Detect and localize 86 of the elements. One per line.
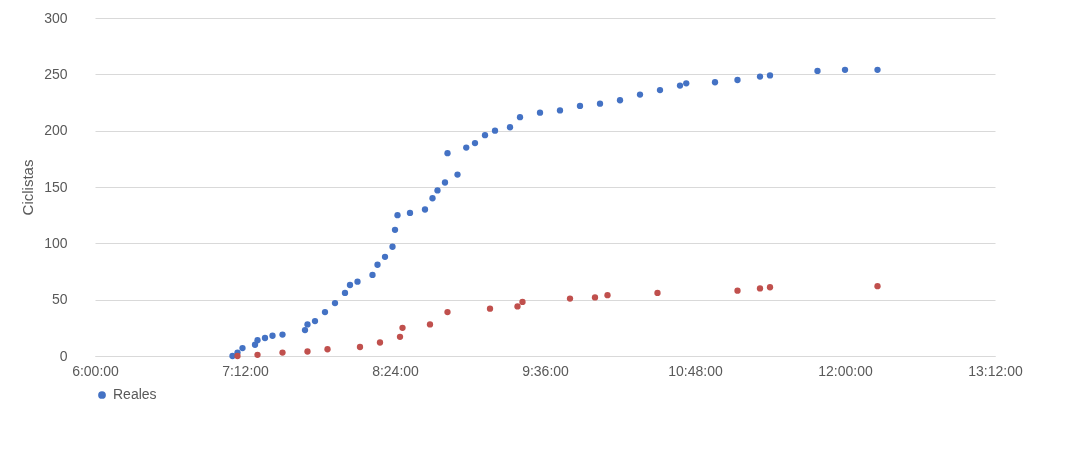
point xyxy=(514,303,521,310)
y-tick-label: 0 xyxy=(59,347,68,364)
point xyxy=(429,195,436,202)
point xyxy=(261,334,269,342)
point xyxy=(676,82,684,89)
point xyxy=(471,139,479,147)
point xyxy=(369,271,376,279)
point xyxy=(734,76,741,84)
x-tick-label: 8:24:00 xyxy=(372,362,420,379)
point xyxy=(814,67,821,75)
point xyxy=(591,294,599,301)
point xyxy=(481,132,489,139)
point xyxy=(381,253,389,261)
point xyxy=(356,343,364,351)
point xyxy=(354,278,361,285)
point xyxy=(376,339,384,346)
point xyxy=(346,281,354,289)
point xyxy=(766,72,774,79)
point xyxy=(604,292,611,299)
point xyxy=(683,80,690,87)
point xyxy=(491,127,499,134)
point xyxy=(406,209,414,217)
point xyxy=(756,73,764,80)
point xyxy=(321,308,329,316)
point xyxy=(566,295,574,302)
point xyxy=(341,289,349,297)
point xyxy=(234,352,241,360)
y-tick-label: 300 xyxy=(44,9,68,26)
point xyxy=(239,344,246,352)
point xyxy=(304,321,311,328)
point xyxy=(711,79,719,86)
y-tick-label: 50 xyxy=(51,291,68,308)
point xyxy=(536,109,544,116)
point xyxy=(391,226,399,233)
point xyxy=(766,284,774,291)
point xyxy=(654,289,661,297)
point xyxy=(444,308,451,316)
point xyxy=(516,113,524,121)
point xyxy=(616,97,624,104)
point xyxy=(324,346,331,353)
point xyxy=(874,66,881,73)
legend-label: Reales xyxy=(113,386,157,402)
x-tick-label: 6:00:00 xyxy=(72,362,120,379)
point xyxy=(399,324,406,331)
point xyxy=(734,287,741,294)
y-tick-label: 100 xyxy=(44,234,68,251)
x-tick-label: 12:00:00 xyxy=(818,362,873,379)
point xyxy=(656,86,664,94)
point xyxy=(434,187,441,194)
point xyxy=(311,317,319,325)
point xyxy=(394,212,401,219)
x-tick-label: 13:12:00 xyxy=(968,362,1023,379)
point xyxy=(756,285,764,292)
point xyxy=(426,321,434,328)
y-tick-label: 250 xyxy=(44,65,68,82)
point xyxy=(279,331,286,338)
x-tick-label: 7:12:00 xyxy=(222,362,270,379)
point xyxy=(254,337,261,344)
point xyxy=(636,91,644,98)
point xyxy=(444,150,451,157)
point xyxy=(454,171,461,178)
point xyxy=(421,206,429,213)
point xyxy=(254,351,261,359)
point xyxy=(519,298,526,306)
point xyxy=(506,124,514,131)
point xyxy=(841,66,849,73)
point xyxy=(389,243,396,250)
x-tick-label: 10:48:00 xyxy=(668,362,723,379)
y-axis-title: Ciclistas xyxy=(19,159,37,216)
point xyxy=(463,144,470,151)
point xyxy=(486,305,494,312)
point xyxy=(441,179,449,186)
y-tick-label: 200 xyxy=(44,122,68,139)
point xyxy=(556,107,564,114)
point xyxy=(301,326,309,334)
point xyxy=(374,261,381,268)
point xyxy=(596,100,604,107)
point xyxy=(396,333,404,340)
point xyxy=(279,349,286,356)
point xyxy=(874,282,881,290)
point xyxy=(576,102,584,110)
point xyxy=(304,348,311,355)
point xyxy=(269,332,276,339)
x-tick-label: 9:36:00 xyxy=(522,362,570,379)
point xyxy=(331,299,339,307)
y-tick-label: 150 xyxy=(44,178,68,195)
